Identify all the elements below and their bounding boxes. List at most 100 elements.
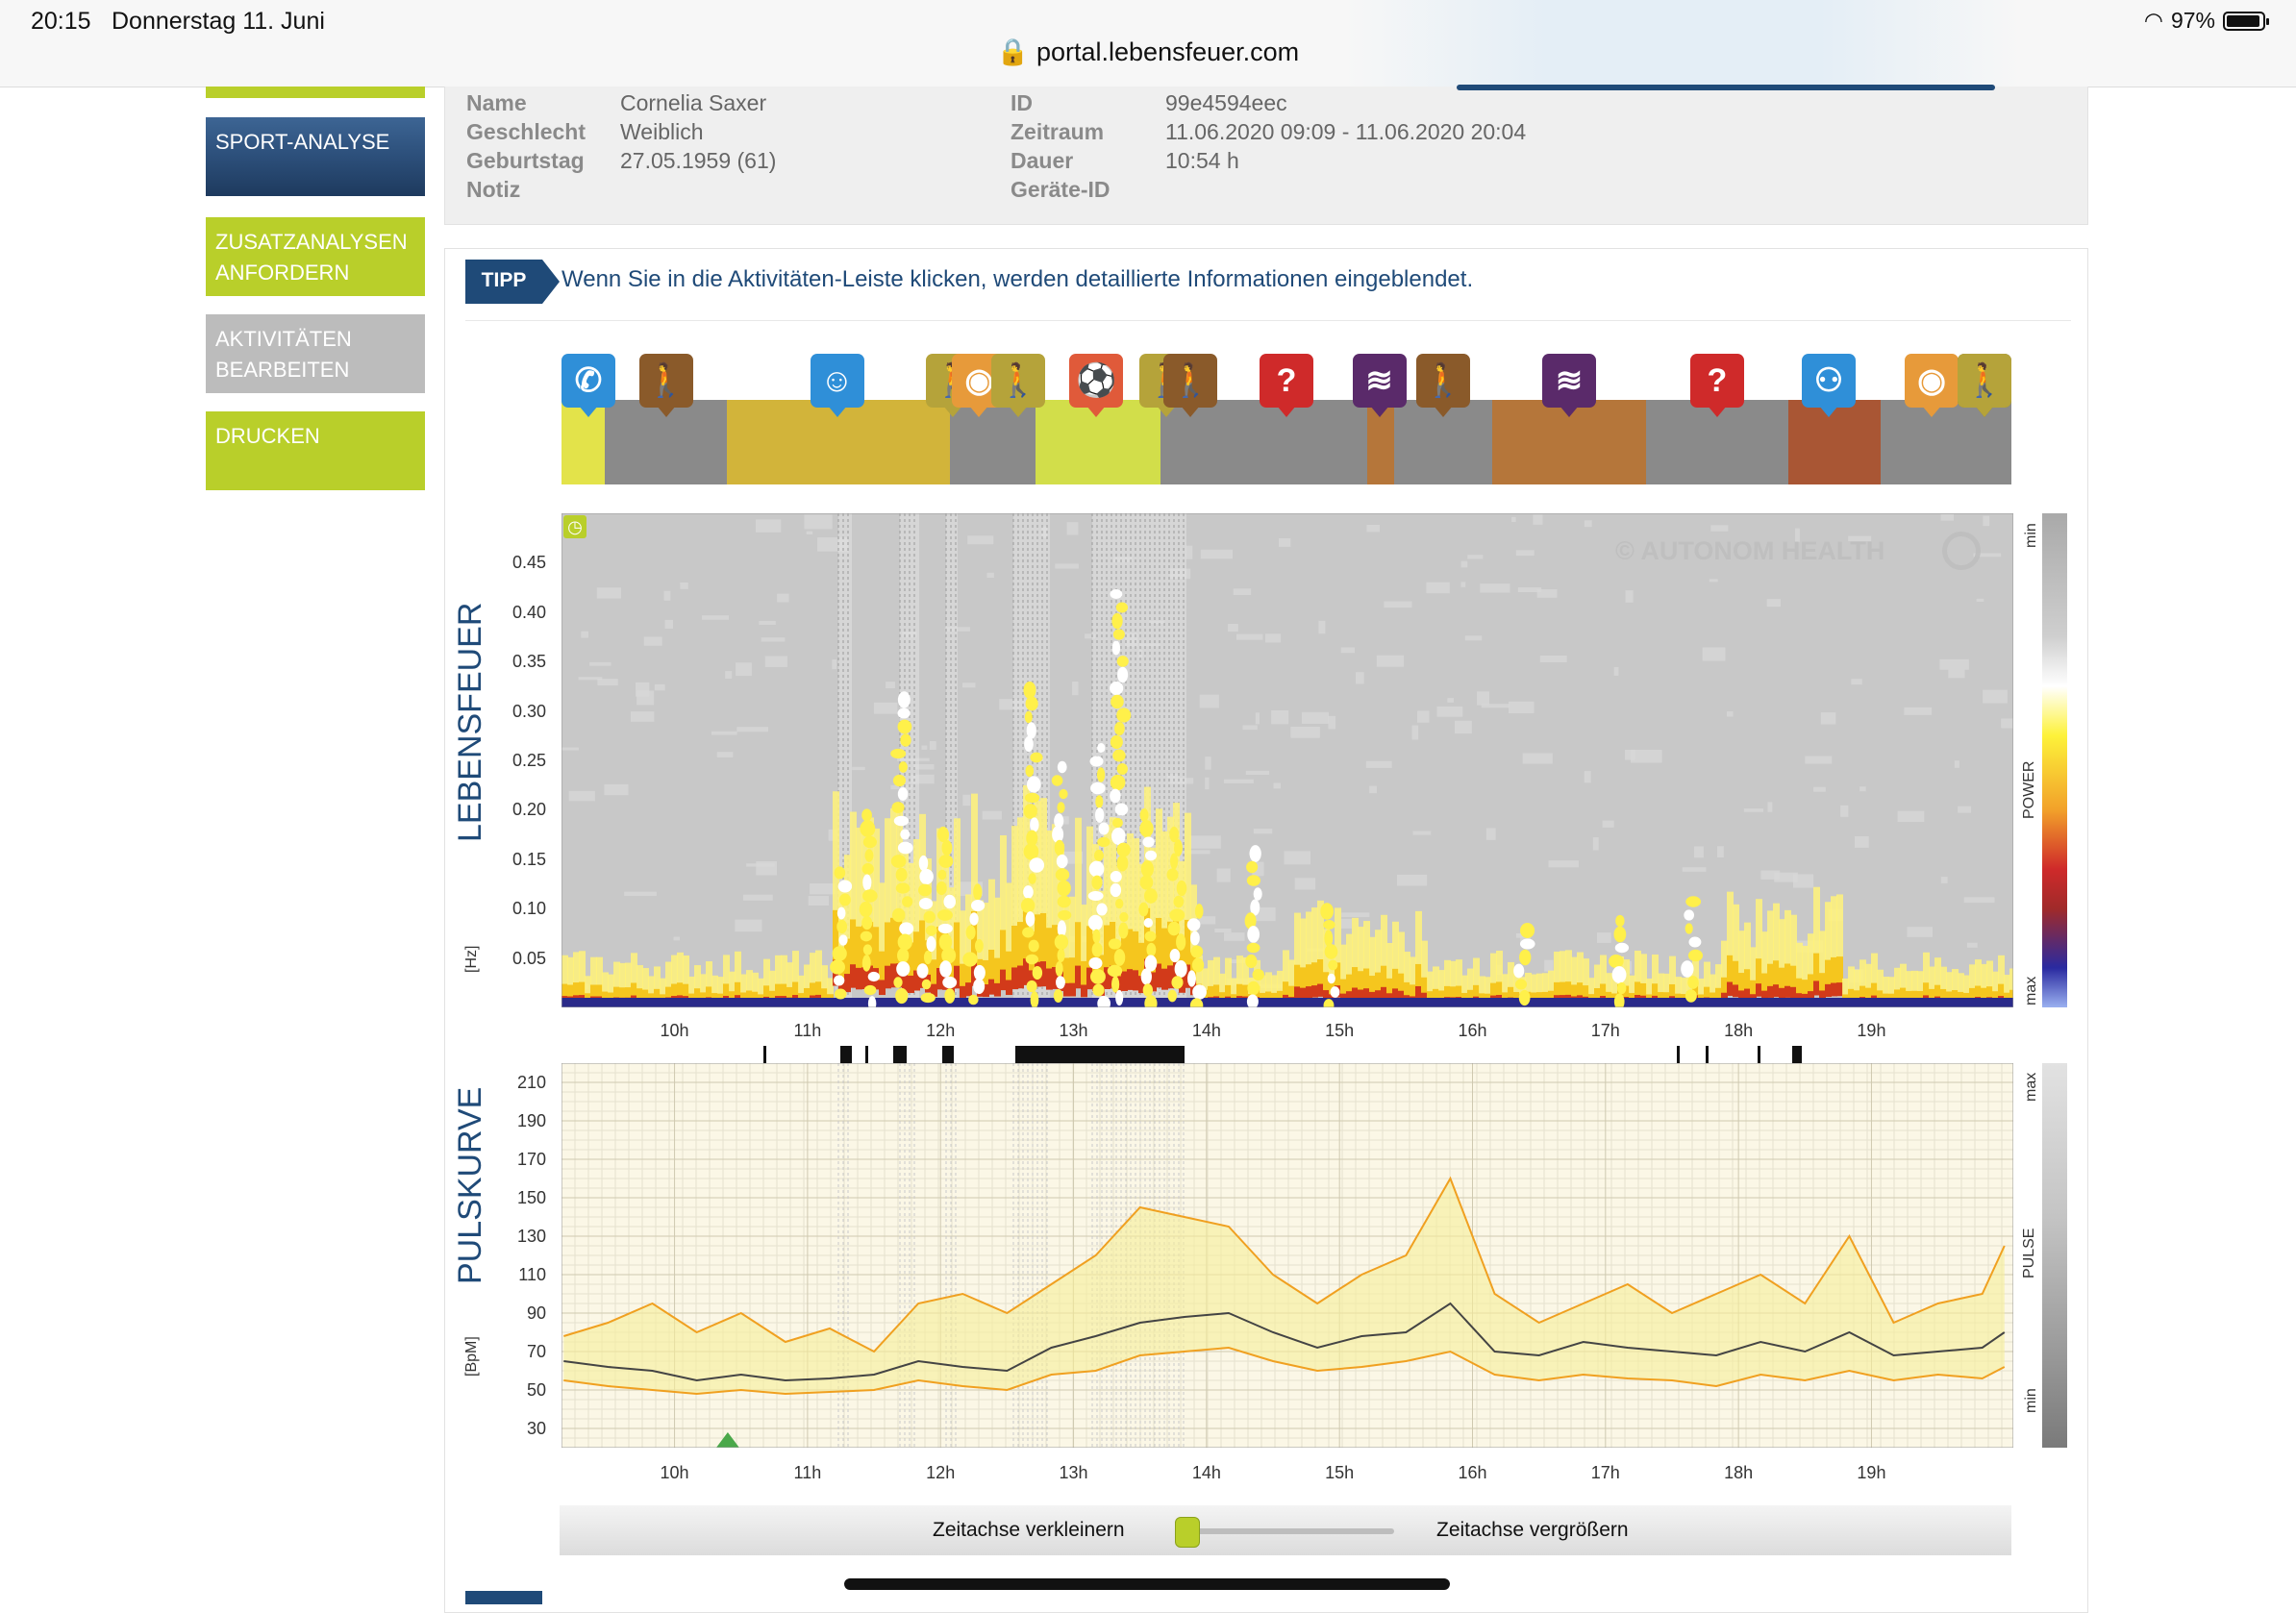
pulse-chart[interactable]: [562, 1063, 2013, 1448]
power-higher: [1375, 972, 1382, 996]
zoom-slider-track[interactable]: [1185, 1528, 1394, 1534]
power-high: [752, 972, 759, 994]
spectrogram-texture: [1066, 522, 1079, 535]
power-high: [735, 951, 741, 985]
zoom-out-label[interactable]: Zeitachse verkleinern: [933, 1519, 1125, 1541]
question-icon[interactable]: ?: [1260, 354, 1313, 417]
walking-icon[interactable]: 🚶: [638, 354, 693, 417]
power-max: [1179, 998, 1185, 1007]
question-icon[interactable]: ?: [1689, 354, 1744, 417]
power-max: [1081, 998, 1087, 1007]
walking-icon[interactable]: 🚶: [1415, 354, 1470, 417]
power-high: [798, 975, 805, 995]
spectrogram-texture: [1085, 633, 1096, 639]
power-max: [1733, 998, 1739, 1007]
spectrogram-texture: [1485, 828, 1496, 840]
power-higher: [1323, 972, 1330, 996]
power-higher: [1236, 983, 1243, 1000]
power-higher: [1871, 982, 1878, 1000]
y-tick-label: 50: [526, 1380, 546, 1400]
spectrogram-texture: [1743, 808, 1764, 812]
power-peak: [1779, 987, 1785, 999]
colorbar-max-label: max: [2023, 976, 2039, 1005]
meeting-icon[interactable]: ⚇: [1801, 354, 1856, 417]
food-icon[interactable]: ◉: [1905, 354, 1959, 417]
power-spot: [1323, 999, 1335, 1007]
power-max: [810, 998, 816, 1007]
power-spot: [973, 964, 986, 981]
power-peak: [1300, 987, 1307, 999]
power-higher: [954, 922, 961, 980]
power-high: [1825, 902, 1832, 966]
power-higher: [1000, 930, 1007, 982]
sport-icon[interactable]: ⚽: [1069, 354, 1124, 417]
head-icon[interactable]: ☺: [810, 354, 864, 417]
walking-icon[interactable]: 🚶: [1163, 354, 1218, 417]
power-max: [1865, 998, 1872, 1007]
power-max: [683, 998, 689, 1007]
zoom-slider-handle[interactable]: [1175, 1517, 1200, 1548]
power-max: [1698, 998, 1705, 1007]
y-tick-label: 170: [516, 1150, 546, 1169]
power-higher: [1836, 956, 1843, 991]
sidebar-item-drucken[interactable]: DRUCKEN: [206, 411, 425, 490]
power-higher: [1565, 981, 1572, 1000]
sidebar-item-partial[interactable]: [206, 87, 425, 98]
power-higher: [1744, 969, 1751, 995]
power-spot: [1176, 880, 1187, 897]
clock-icon[interactable]: ◷: [563, 515, 586, 538]
power-spot: [1089, 756, 1104, 767]
walking-icon[interactable]: 🚶: [1958, 354, 2011, 417]
power-max: [1086, 998, 1093, 1007]
power-higher: [896, 917, 903, 978]
walking-icon[interactable]: 🚶: [991, 354, 1046, 417]
power-high: [948, 887, 955, 960]
power-high: [1669, 955, 1676, 987]
power-spot: [973, 883, 983, 901]
power-high: [1265, 972, 1272, 994]
power-higher: [625, 987, 632, 1002]
power-max: [660, 998, 666, 1007]
battery-icon: [2223, 11, 2269, 31]
power-spot: [1116, 707, 1132, 723]
x-tick-label: 14h: [1191, 1463, 1221, 1482]
zoom-in-label[interactable]: Zeitachse vergrößern: [1436, 1519, 1629, 1541]
rest-icon[interactable]: ≋: [1542, 354, 1597, 417]
phone-icon[interactable]: ✆: [562, 354, 615, 417]
url-bar[interactable]: 🔒 portal.lebensfeuer.com: [0, 37, 2296, 67]
power-spot: [895, 987, 909, 1005]
url-text: portal.lebensfeuer.com: [1036, 37, 1300, 66]
power-high: [602, 972, 609, 994]
power-spot: [938, 855, 954, 868]
power-max: [1958, 998, 1964, 1007]
activity-bar[interactable]: ✆🚶☺🚶◉🚶⚽🚶🚶?≋🚶≋?⚇◉🚶🚶: [562, 354, 2011, 484]
power-peak: [1756, 983, 1762, 997]
info-label: Geräte-ID: [1011, 177, 1111, 202]
power-max: [740, 998, 747, 1007]
power-higher: [619, 987, 626, 1002]
power-higher: [804, 987, 811, 1002]
power-spot: [1687, 949, 1704, 962]
power-spot: [862, 835, 877, 849]
power-higher: [573, 982, 580, 1000]
power-high: [1531, 974, 1537, 995]
power-max: [700, 998, 707, 1007]
power-max: [1669, 998, 1676, 1007]
power-max: [1738, 998, 1745, 1007]
power-spot: [1058, 909, 1072, 921]
power-higher: [1260, 992, 1266, 1003]
power-peak: [890, 963, 897, 988]
power-high: [1461, 975, 1468, 995]
spectrogram-texture: [1294, 878, 1316, 890]
power-spot: [1190, 945, 1204, 958]
header-underline: [1457, 85, 1995, 90]
power-higher: [1738, 973, 1745, 997]
rest-icon[interactable]: ≋: [1352, 354, 1407, 417]
x-tick-label: 19h: [1857, 1021, 1886, 1040]
spectrogram-chart[interactable]: [562, 513, 2013, 1007]
sidebar-item-aktivitaeten[interactable]: AKTIVITÄTEN BEARBEITEN: [206, 314, 425, 393]
sidebar-item-sport-analyse[interactable]: SPORT-ANALYSE: [206, 117, 425, 196]
sidebar-item-zusatzanalysen[interactable]: ZUSATZANALYSEN ANFORDERN: [206, 217, 425, 296]
power-max: [1825, 998, 1832, 1007]
power-higher: [1306, 964, 1312, 994]
